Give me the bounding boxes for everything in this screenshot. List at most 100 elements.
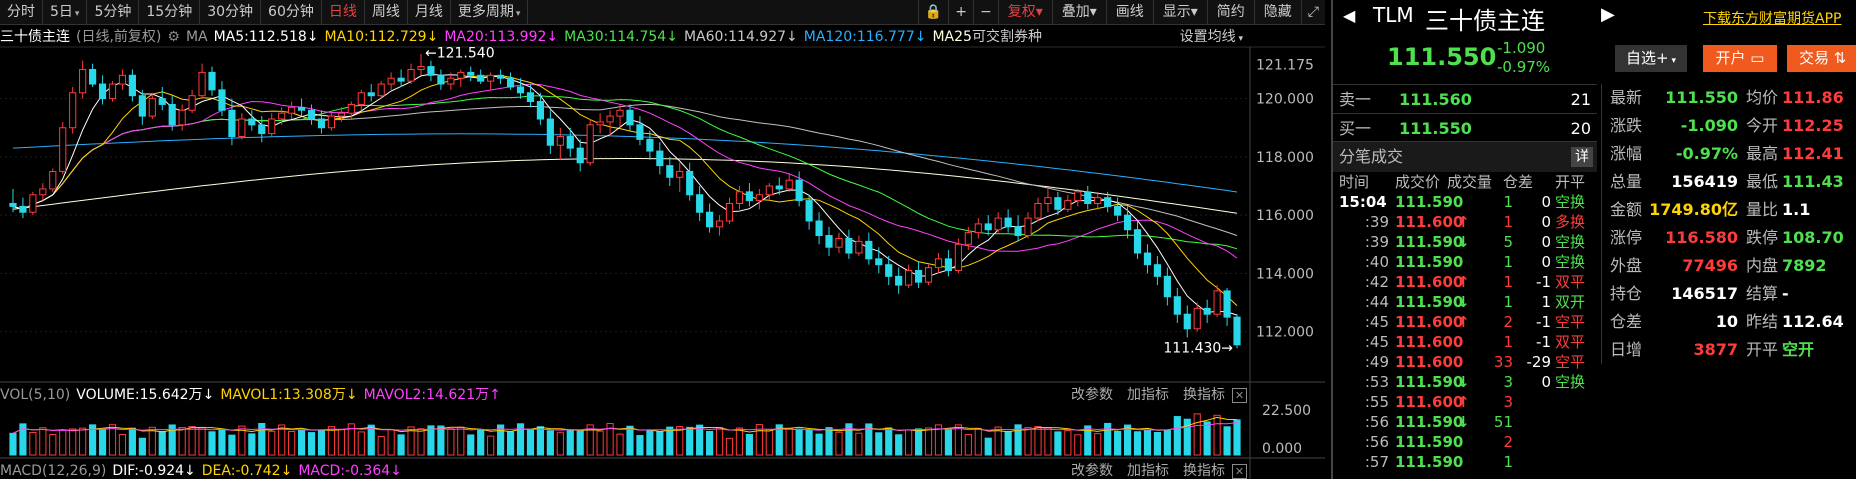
price-axis-label: 114.000	[1256, 266, 1314, 282]
mavol2-line	[12, 422, 1238, 434]
candle-body	[357, 92, 365, 105]
candle-body	[258, 124, 266, 135]
candle-body	[49, 170, 57, 190]
macd-title: MACD(12,26,9)	[0, 463, 107, 479]
period-tab[interactable]: 月线	[408, 0, 451, 24]
period-tab[interactable]: 5分钟	[87, 0, 140, 24]
period-tab[interactable]: 分时	[0, 0, 43, 24]
candle-body	[914, 270, 923, 283]
volume-bar	[1024, 427, 1032, 456]
candle-body	[447, 77, 455, 85]
period-tab[interactable]: 周线	[365, 0, 408, 24]
period-tab[interactable]: 30分钟	[200, 0, 262, 24]
hide-button[interactable]: 隐藏	[1253, 0, 1301, 25]
candle-body	[1074, 191, 1082, 202]
chevron-down-icon: ▾	[74, 9, 80, 19]
open-account-button[interactable]: 开户 ▭	[1703, 45, 1777, 72]
add-indicator-button[interactable]: 加指标	[1127, 463, 1169, 479]
ma-legend: 三十债主连 (日线,前复权) ⚙ MA MA5:112.518↓ MA10:11…	[0, 27, 1048, 47]
candle-body	[715, 220, 724, 228]
overlay-button[interactable]: 叠加▾	[1051, 0, 1106, 25]
period-tab[interactable]: 5日 ▾	[43, 0, 88, 24]
volume-bar	[148, 426, 156, 456]
stat-row: 最新 111.550 均价 111.86	[1610, 88, 1844, 107]
period-tab[interactable]: 更多周期 ▾	[451, 0, 529, 24]
fullscreen-button[interactable]: ⤢	[1300, 0, 1325, 25]
change-params-button[interactable]: 改参数	[1071, 463, 1113, 479]
ma120-line	[12, 133, 1238, 193]
candle-body	[576, 147, 584, 164]
tick-row: :39 111.600 ↑ 1 0 多换	[1364, 213, 1586, 231]
add-indicator-button[interactable]: 加指标	[1127, 387, 1169, 403]
set-ma-button[interactable]: 设置均线 ▾	[1179, 29, 1243, 45]
deliverable-bonds-link[interactable]: 可交割券种	[971, 29, 1042, 45]
candle-body	[825, 235, 833, 248]
volume-bar	[676, 426, 684, 456]
fuquan-button[interactable]: 复权▾	[997, 0, 1052, 25]
mavol1-value: MAVOL1:13.308万↓	[220, 387, 358, 403]
volume-bar	[606, 423, 614, 456]
candle-body	[646, 138, 654, 152]
candle-body	[387, 77, 395, 85]
candle-body	[9, 203, 17, 207]
candle-body	[1024, 217, 1032, 237]
candle-body	[1004, 217, 1012, 228]
candle-body	[268, 118, 276, 135]
vol-legend: VOL(5,10) VOLUME:15.642万↓ MAVOL1:13.308万…	[0, 385, 507, 405]
volume-bar	[19, 423, 27, 456]
instrument-title: 三十债主连	[1425, 7, 1545, 35]
period-tab[interactable]: 15分钟	[139, 0, 201, 24]
change-params-button[interactable]: 改参数	[1071, 387, 1113, 403]
instrument-name: 三十债主连	[0, 29, 70, 45]
volume-bar	[765, 429, 773, 456]
close-macd-button[interactable]: ✕	[1232, 464, 1247, 479]
volume-bar	[636, 435, 644, 456]
simple-button[interactable]: 简约	[1206, 0, 1254, 25]
volume-bar	[218, 429, 226, 456]
candle-body	[278, 112, 286, 120]
volume-bar	[29, 432, 37, 456]
candle-body	[556, 135, 564, 146]
close-vol-button[interactable]: ✕	[1232, 388, 1247, 403]
volume-bar	[666, 426, 674, 456]
quote-panel: ◀ TLM 三十债主连 ▶ 下载东方财富期货APP 111.550 -1.090…	[1331, 0, 1856, 479]
zoom-out-button[interactable]: −	[972, 0, 998, 25]
collapse-icon[interactable]: ◀	[1343, 6, 1356, 25]
draw-line-button[interactable]: 画线	[1105, 0, 1153, 25]
download-app-link[interactable]: 下载东方财富期货APP	[1703, 11, 1842, 27]
kline-chart[interactable]: 121.175 120.000 118.000 116.000 114.000 112.0…	[0, 0, 1325, 479]
trade-button[interactable]: 交易 ⇅	[1787, 45, 1856, 72]
add-watchlist-button[interactable]: 自选+ ▾	[1615, 45, 1687, 72]
high-price-label: ←121.540	[425, 46, 495, 62]
ticks-list[interactable]: 15:04 111.590 1 0 空换:39 111.600 ↑ 1 0 多换:39 111.59…	[1333, 192, 1597, 472]
candle-body	[735, 191, 744, 205]
volume-bar	[1004, 430, 1012, 456]
stat-row: 持仓 146517 结算 -	[1610, 284, 1789, 303]
volume-bar	[914, 428, 923, 456]
volume-value: VOLUME:15.642万↓	[76, 387, 215, 403]
zoom-in-button[interactable]: +	[948, 0, 973, 25]
period-tab-bar: 分时 5日 ▾ 5分钟 15分钟 30分钟 60分钟 日线 周线 月线 更多周期 ▾	[0, 0, 1325, 25]
volume-bar	[586, 424, 594, 456]
period-tab[interactable]: 日线	[322, 0, 365, 24]
lock-button[interactable]: 🔒	[917, 0, 948, 25]
stat-row: 金额 1749.80亿 量比 1.1	[1610, 200, 1811, 219]
vol-sub-buttons: 改参数 加指标 换指标	[1057, 385, 1225, 405]
switch-indicator-button[interactable]: 换指标	[1183, 387, 1225, 403]
volume-bar	[1203, 421, 1211, 456]
next-instrument-icon[interactable]: ▶	[1601, 4, 1615, 25]
volume-bar	[875, 432, 883, 456]
volume-bar	[506, 431, 515, 456]
volume-bar	[964, 434, 972, 456]
ticks-detail-button[interactable]: 详	[1571, 147, 1593, 167]
volume-bar	[268, 430, 276, 456]
volume-bar	[487, 435, 495, 456]
period-tab[interactable]: 60分钟	[261, 0, 322, 24]
display-button[interactable]: 显示▾	[1152, 0, 1207, 25]
candle-body	[198, 71, 206, 97]
candle-body	[596, 121, 604, 126]
gear-icon[interactable]: ⚙	[167, 29, 180, 45]
volume-bar	[1084, 425, 1092, 456]
candle-body	[1213, 290, 1221, 315]
switch-indicator-button[interactable]: 换指标	[1183, 463, 1225, 479]
